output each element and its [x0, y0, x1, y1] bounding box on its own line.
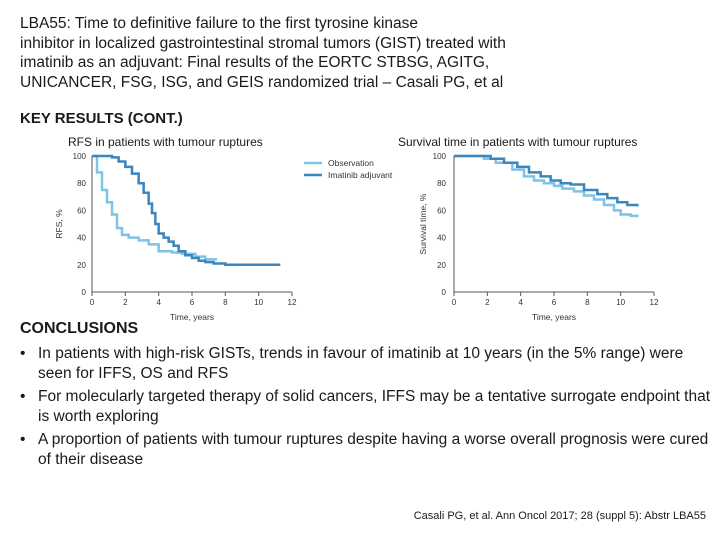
series-line-imatinib-adjuvant: [92, 154, 281, 267]
chart-title-rfs: RFS in patients with tumour ruptures: [68, 135, 263, 149]
slide-title: LBA55: Time to definitive failure to the…: [20, 15, 506, 91]
legend-label: Imatinib adjuvant: [328, 170, 393, 180]
conclusion-text: In patients with high-risk GISTs, trends…: [38, 345, 684, 382]
conclusion-item: • In patients with high-risk GISTs, trend…: [20, 344, 710, 384]
y-tick-label: 100: [73, 152, 87, 161]
conclusion-text: For molecularly targeted therapy of soli…: [38, 388, 711, 425]
conclusion-item: • A proportion of patients with tumour ru…: [20, 430, 710, 470]
x-tick-label: 6: [190, 298, 195, 307]
y-tick-label: 100: [433, 152, 447, 161]
x-axis-label: Time, years: [532, 312, 576, 322]
x-tick-label: 8: [223, 298, 228, 307]
y-tick-label: 0: [82, 288, 87, 297]
conclusions-heading: CONCLUSIONS: [20, 320, 139, 337]
y-tick-label: 80: [437, 179, 446, 188]
x-tick-label: 0: [90, 298, 95, 307]
x-tick-label: 12: [288, 298, 297, 307]
x-tick-label: 4: [156, 298, 161, 307]
x-tick-label: 2: [123, 298, 128, 307]
x-tick-label: 12: [650, 298, 659, 307]
conclusion-item: • For molecularly targeted therapy of sol…: [20, 387, 710, 427]
citation: Casali PG, et al. Ann Oncol 2017; 28 (su…: [413, 510, 706, 522]
y-tick-label: 20: [437, 261, 446, 270]
x-tick-label: 6: [552, 298, 557, 307]
x-axis-label: Time, years: [170, 312, 214, 322]
conclusions-list: • In patients with high-risk GISTs, trend…: [20, 344, 710, 473]
section-heading: KEY RESULTS (CONT.): [20, 110, 183, 127]
y-tick-label: 0: [442, 288, 447, 297]
y-tick-label: 40: [77, 234, 86, 243]
x-tick-label: 8: [585, 298, 590, 307]
bullet-icon: •: [20, 345, 26, 362]
bullet-icon: •: [20, 431, 26, 448]
y-tick-label: 60: [437, 206, 446, 215]
y-axis-label: Survival time, %: [418, 193, 428, 254]
y-tick-label: 80: [77, 179, 86, 188]
x-tick-label: 4: [518, 298, 523, 307]
survival-chart: 0 2 4 6 8 10 12 0 20 40 60 80 100 Time, years Survival…: [418, 152, 659, 322]
y-tick-label: 60: [77, 206, 86, 215]
rfs-chart: 0 2 4 6 8 10 12 0 20 40 60 80 100 Time, years RFS, % Ob…: [54, 152, 393, 322]
x-tick-label: 0: [452, 298, 457, 307]
series-line-observation: [454, 154, 639, 218]
conclusion-text: A proportion of patients with tumour rup…: [38, 431, 709, 468]
y-tick-label: 20: [77, 261, 86, 270]
chart-title-survival: Survival time in patients with tumour ru…: [398, 135, 638, 149]
y-axis-label: RFS, %: [54, 209, 64, 239]
x-tick-label: 10: [616, 298, 625, 307]
x-tick-label: 2: [485, 298, 490, 307]
series-line-imatinib-adjuvant: [454, 154, 639, 207]
legend-label: Observation: [328, 158, 374, 168]
series-line-observation: [92, 154, 217, 261]
y-tick-label: 40: [437, 234, 446, 243]
x-tick-label: 10: [254, 298, 263, 307]
bullet-icon: •: [20, 388, 26, 405]
